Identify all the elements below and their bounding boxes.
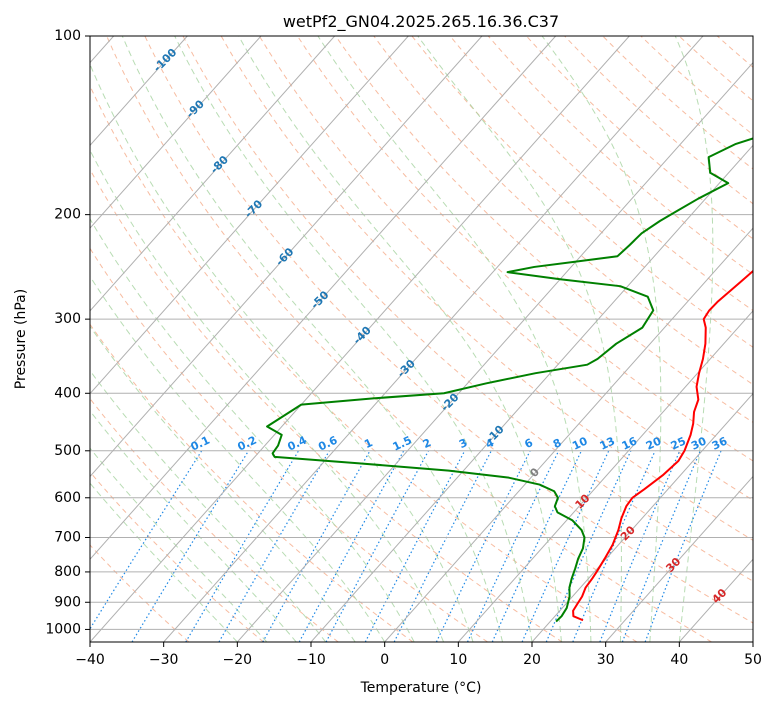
- x-axis: −40 −30 −20 −10 0 10 20 30 40 50: [75, 642, 762, 668]
- y-tick-label: 500: [54, 443, 81, 459]
- y-tick-label: 400: [54, 385, 81, 401]
- x-tick-label: −40: [75, 652, 105, 668]
- moist-adiabat: [541, 36, 662, 642]
- moist-adiabat: [90, 410, 297, 642]
- dry-adiabat: [373, 36, 753, 386]
- y-tick-label: 300: [54, 311, 81, 327]
- moist-adiabat: [90, 482, 238, 642]
- moist-adiabat: [238, 36, 562, 642]
- isotherm-line: [90, 36, 409, 395]
- y-tick-label: 800: [54, 564, 81, 580]
- y-tick-label: 600: [54, 490, 81, 506]
- mixing-ratio-line: [599, 450, 681, 642]
- moist-adiabat: [174, 36, 533, 642]
- isotherm-line: [90, 36, 557, 560]
- mixing-ratio-line: [325, 450, 430, 642]
- moist-adiabat: [90, 325, 356, 642]
- dry-adiabat: [90, 471, 264, 642]
- isotherm-line: [163, 36, 704, 642]
- dry-adiabat: [258, 36, 753, 501]
- x-tick-label: −10: [296, 652, 326, 668]
- moist-adiabat: [417, 36, 622, 642]
- dry-adiabat: [90, 84, 638, 642]
- x-tick-label: 20: [523, 652, 541, 668]
- mixing-ratio-line: [644, 450, 722, 642]
- isotherm-line: [531, 392, 753, 642]
- moist-adiabat: [90, 275, 386, 642]
- mixing-ratio-line: [262, 450, 371, 642]
- dry-adiabat: [182, 36, 753, 582]
- mixing-ratio-line: [545, 450, 632, 642]
- dewpoint-profile-line: [266, 137, 753, 623]
- moist-adiabat: [90, 447, 268, 642]
- mixing-ratio-label: 25: [669, 435, 688, 453]
- mixing-ratio-label: 16: [620, 434, 640, 452]
- sounding-series: [266, 137, 753, 623]
- y-tick-label: 200: [54, 207, 81, 223]
- dry-adiabat: [106, 36, 712, 642]
- isotherm-line: [457, 310, 753, 642]
- background-reference-lines: [90, 36, 753, 642]
- mixing-ratio-line: [621, 450, 701, 642]
- moist-adiabat: [674, 36, 714, 642]
- grid-lines: [90, 36, 753, 642]
- isotherm-line: [236, 61, 753, 642]
- mixing-ratio-line: [298, 450, 405, 642]
- isotherm-line: [90, 36, 188, 147]
- x-tick-label: −20: [223, 652, 253, 668]
- isotherm-line: [310, 144, 753, 642]
- isotherm-line: [605, 475, 753, 642]
- dry-adiabat: [90, 168, 563, 642]
- x-tick-label: 50: [744, 652, 762, 668]
- moist-adiabat: [121, 36, 504, 642]
- moist-adiabat: [90, 63, 474, 642]
- mixing-ratio-line: [435, 450, 531, 642]
- moist-adiabat: [317, 36, 592, 642]
- y-tick-label: 1000: [45, 621, 81, 637]
- isotherm-line: [90, 36, 336, 312]
- y-tick-label: 900: [54, 594, 81, 610]
- mixing-ratio-label: 30: [689, 434, 709, 452]
- mixing-ratio-label: 36: [710, 434, 730, 452]
- mixing-ratio-label: 10: [570, 434, 590, 452]
- x-tick-label: 0: [380, 652, 389, 668]
- y-tick-label: 700: [54, 530, 81, 546]
- x-tick-label: −30: [149, 652, 179, 668]
- x-tick-label: 40: [670, 652, 688, 668]
- dry-adiabat: [90, 247, 488, 642]
- mixing-ratio-line: [90, 450, 203, 630]
- moist-adiabat: [90, 149, 445, 642]
- dry-adiabat: [449, 36, 753, 312]
- mixing-ratio-label: 13: [598, 435, 617, 453]
- temperature-profile-line: [572, 269, 753, 622]
- x-tick-label: 30: [597, 652, 615, 668]
- moist-adiabat: [90, 369, 327, 642]
- isotherm-line: [384, 227, 753, 642]
- y-axis-title: Pressure (hPa): [13, 289, 29, 389]
- isotherm-line: [90, 36, 630, 642]
- plot-frame: [89, 35, 754, 643]
- mixing-ratio-label: 20: [644, 434, 664, 452]
- y-axis: 100 200 300 400 500 600 700 800 900 1000: [45, 28, 90, 637]
- y-tick-label: 100: [54, 28, 81, 44]
- x-tick-label: 10: [449, 652, 467, 668]
- isotherm-line: [90, 36, 483, 478]
- x-axis-title: Temperature (°C): [360, 680, 482, 696]
- chart-title: wetPf2_GN04.2025.265.16.36.C37: [283, 12, 559, 32]
- isotherm-line: [90, 36, 262, 229]
